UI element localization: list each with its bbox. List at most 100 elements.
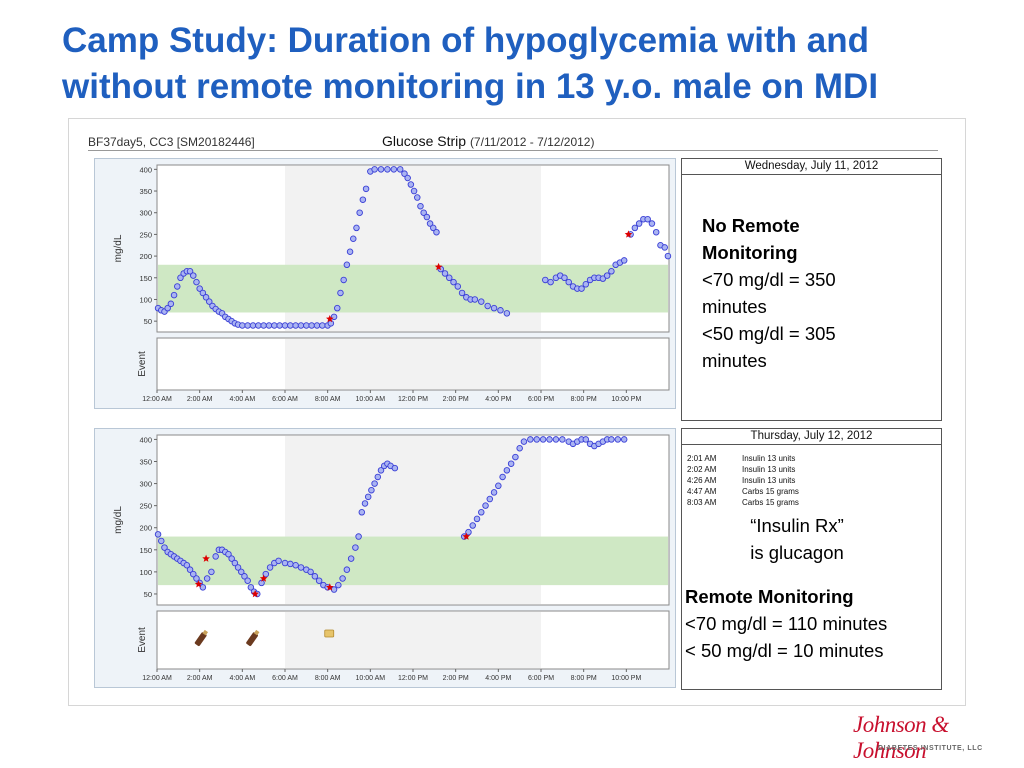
glucose-point (371, 480, 378, 487)
glucose-point (208, 568, 215, 576)
event-axis-label: Event (137, 627, 148, 653)
glucose-point (244, 322, 251, 329)
glucose-point (358, 509, 366, 516)
glucose-point (347, 555, 355, 562)
glucose-point (503, 467, 511, 474)
fingerstick-marker (326, 583, 334, 591)
patient-id: BF37day5, CC3 [SM20182446] (88, 135, 255, 149)
glucose-point (260, 322, 267, 329)
glucose-point (297, 564, 305, 571)
glucose-point (346, 248, 354, 256)
glucose-point (644, 215, 651, 223)
glucose-point (490, 304, 498, 312)
x-tick-label: 2:00 AM (187, 675, 213, 682)
day1-date-title: Wednesday, July 11, 2012 (682, 159, 941, 175)
glucose-point (661, 244, 668, 251)
glucose-point (174, 283, 181, 290)
glucose-point (478, 509, 485, 516)
event-row: 4:26 AM Insulin 13 units (687, 475, 799, 486)
glucose-point (258, 579, 265, 587)
glucose-point (196, 285, 203, 292)
glucose-point (396, 166, 404, 173)
x-tick-label: 8:00 AM (315, 675, 341, 682)
report-date-range: (7/11/2012 - 7/12/2012) (469, 135, 595, 149)
y-tick-label: 250 (139, 502, 152, 511)
day1-note-line: minutes (702, 350, 767, 371)
event-axis-label: Event (137, 351, 148, 377)
glucose-point (247, 584, 255, 591)
glucose-point (337, 289, 344, 297)
day2-date-title: Thursday, July 12, 2012 (682, 429, 941, 445)
report-title: Glucose Strip (7/11/2012 - 7/12/2012) (382, 133, 594, 149)
x-tick-label: 6:00 PM (528, 396, 554, 403)
x-tick-label: 8:00 AM (315, 396, 341, 403)
glucose-point (520, 438, 528, 445)
day1-note: No Remote Monitoring <70 mg/dl = 350 min… (702, 212, 836, 374)
glucose-point (164, 304, 171, 312)
glucose-point (390, 166, 398, 173)
glucose-point (599, 275, 607, 282)
glucose-point (497, 307, 504, 314)
glucose-point (170, 291, 178, 299)
event-time: 2:01 AM (687, 454, 717, 463)
report-title-text: Glucose Strip (382, 133, 467, 149)
day2-chart-frame: 50 100 150 200 250 300 350 400 12:00 AM 2:00 AM 4:… (94, 428, 676, 688)
insulin-pen-icon (194, 632, 207, 647)
y-tick-label: 200 (139, 524, 152, 533)
x-tick-label: 4:00 AM (229, 396, 255, 403)
glucose-point (330, 586, 338, 593)
glucose-point (499, 473, 506, 481)
target-range-band (158, 264, 668, 313)
glucose-point (183, 562, 191, 569)
insulin-pen-icon (246, 632, 258, 647)
glucose-point (465, 528, 472, 536)
glucose-point (265, 322, 273, 329)
event-row: 2:02 AM Insulin 13 units (687, 464, 799, 475)
x-tick-label: 8:00 PM (571, 396, 597, 403)
glucose-point (441, 270, 449, 277)
fingerstick-marker (251, 590, 259, 598)
glucose-point (533, 436, 540, 443)
glucose-point (652, 228, 660, 236)
fingerstick-marker (194, 580, 203, 588)
glucose-point (469, 522, 476, 529)
x-tick-label: 12:00 AM (142, 396, 172, 403)
rx-note-line-1: “Insulin Rx” (750, 515, 844, 536)
x-tick-label: 10:00 AM (356, 675, 386, 682)
glucose-point (297, 322, 305, 329)
glucose-point (450, 278, 457, 286)
glucose-point (202, 294, 210, 301)
glucose-point (565, 278, 572, 286)
glucose-point (212, 553, 219, 560)
day2-note-title: Remote Monitoring (685, 586, 854, 607)
glucose-point (271, 322, 278, 329)
glucose-point (343, 261, 351, 269)
glucose-point (490, 489, 498, 496)
header-divider (88, 150, 938, 151)
glucose-point (303, 322, 310, 329)
glucose-point (414, 194, 421, 201)
day1-chart-frame: 50 100 150 200 250 300 350 400 12:00 AM 2:00 AM 4:… (94, 158, 676, 409)
y-tick-label: 200 (139, 252, 152, 261)
glucose-point (430, 224, 437, 232)
x-tick-label: 12:00 PM (398, 675, 428, 682)
glucose-point (407, 181, 415, 188)
glucose-point (281, 559, 289, 567)
glucose-point (384, 166, 391, 173)
rx-note: “Insulin Rx” is glucagon (722, 512, 872, 566)
event-row: 8:03 AM Carbs 15 grams (687, 497, 799, 508)
x-tick-label: 10:00 AM (356, 396, 386, 403)
y-tick-label: 50 (144, 317, 152, 326)
glucose-point (482, 502, 489, 509)
glucose-point (614, 436, 622, 443)
y-tick-label: 300 (139, 480, 152, 489)
y-tick-label: 400 (139, 165, 152, 174)
event-text: Carbs 15 grams (742, 498, 799, 507)
glucose-point (547, 278, 554, 286)
y-tick-label: 100 (139, 568, 152, 577)
day-shading (285, 339, 541, 389)
glucose-point (473, 515, 481, 523)
slide-title-line-2: without remote monitoring in 13 y.o. mal… (62, 67, 879, 106)
rx-note-line-2: is glucagon (750, 542, 844, 563)
glucose-point (377, 467, 385, 474)
